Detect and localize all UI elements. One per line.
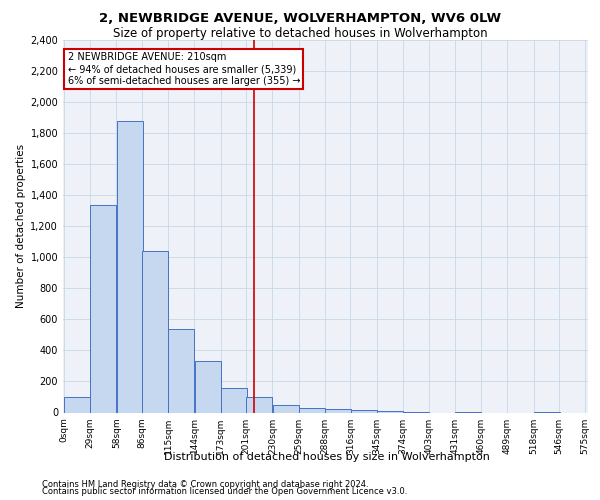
Bar xyxy=(221,388,247,412)
Bar xyxy=(377,411,403,412)
Text: 2, NEWBRIDGE AVENUE, WOLVERHAMPTON, WV6 0LW: 2, NEWBRIDGE AVENUE, WOLVERHAMPTON, WV6 … xyxy=(99,12,501,26)
Bar xyxy=(64,397,90,412)
Bar xyxy=(116,120,143,412)
Bar xyxy=(246,397,272,412)
Bar xyxy=(91,204,116,412)
Text: Distribution of detached houses by size in Wolverhampton: Distribution of detached houses by size … xyxy=(164,452,490,462)
Text: 2 NEWBRIDGE AVENUE: 210sqm
← 94% of detached houses are smaller (5,339)
6% of se: 2 NEWBRIDGE AVENUE: 210sqm ← 94% of deta… xyxy=(68,52,300,86)
Bar xyxy=(194,362,221,412)
Y-axis label: Number of detached properties: Number of detached properties xyxy=(16,144,26,308)
Text: Contains public sector information licensed under the Open Government Licence v3: Contains public sector information licen… xyxy=(42,487,407,496)
Bar xyxy=(169,328,194,412)
Bar xyxy=(142,251,168,412)
Bar xyxy=(299,408,325,412)
Bar xyxy=(350,410,377,412)
Text: Size of property relative to detached houses in Wolverhampton: Size of property relative to detached ho… xyxy=(113,28,487,40)
Bar xyxy=(325,410,351,412)
Bar xyxy=(272,404,299,412)
Text: Contains HM Land Registry data © Crown copyright and database right 2024.: Contains HM Land Registry data © Crown c… xyxy=(42,480,368,489)
